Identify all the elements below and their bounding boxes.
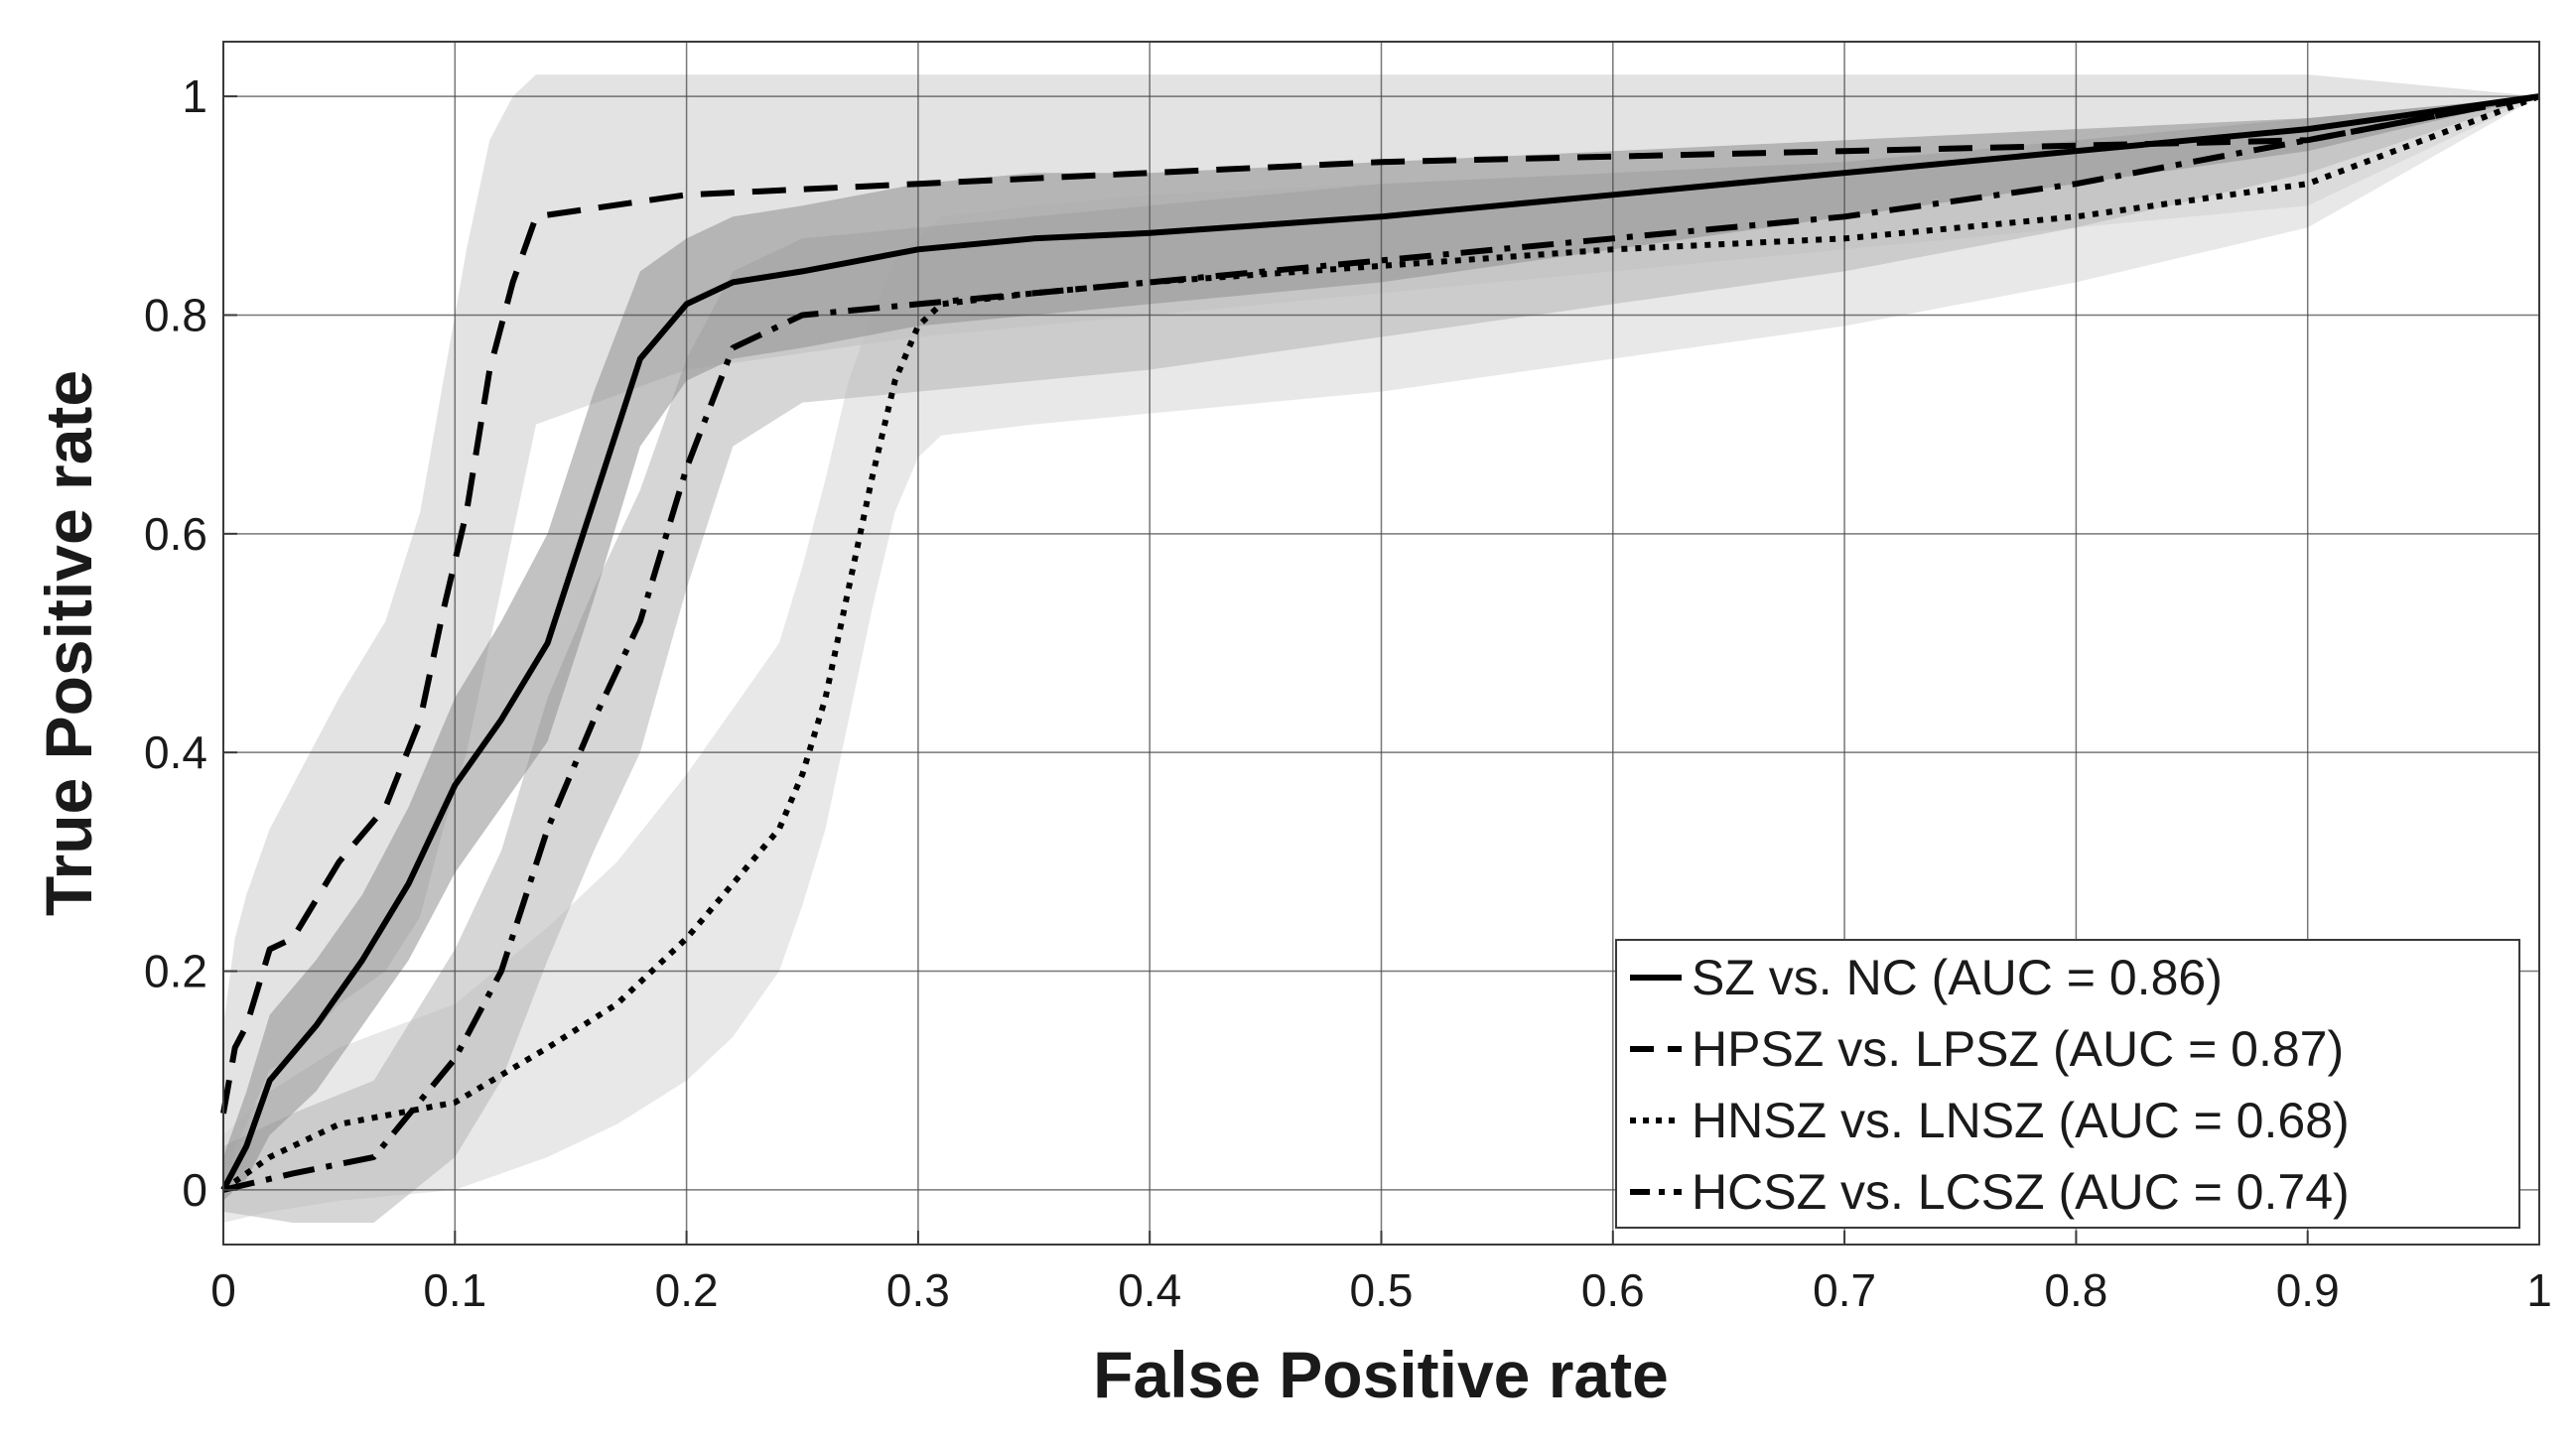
y-tick-label-4: 0.8 (144, 289, 207, 340)
legend-box (1615, 939, 2520, 1229)
x-tick-label-3: 0.3 (886, 1264, 950, 1316)
y-tick-label-2: 0.4 (144, 726, 207, 778)
legend-label-2: HPSZ vs. LPSZ (AUC = 0.87) (1692, 1021, 2344, 1077)
x-tick-label-8: 0.8 (2044, 1264, 2107, 1316)
x-axis-label: False Positive rate (1093, 1338, 1669, 1411)
y-tick-label-3: 0.6 (144, 508, 207, 560)
y-tick-label-1: 0.2 (144, 946, 207, 997)
y-tick-label-0: 0 (182, 1164, 207, 1216)
x-tick-label-2: 0.2 (655, 1264, 719, 1316)
y-axis-label: True Positive rate (32, 370, 105, 916)
roc-curves (220, 93, 2541, 1193)
legend-label-3: HNSZ vs. LNSZ (AUC = 0.68) (1692, 1093, 2350, 1148)
x-axis-ticks: 0 0.1 0.2 0.3 0.4 0.5 0.6 0.7 0.8 0.9 1 (210, 1231, 2552, 1316)
x-tick-label-1: 0.1 (423, 1264, 486, 1316)
legend-label-4: HCSZ vs. LCSZ (AUC = 0.74) (1692, 1164, 2350, 1220)
confidence-band-4 (223, 96, 2539, 1224)
y-tick-label-5: 1 (182, 70, 207, 122)
roc-curve-3 (221, 93, 2541, 1193)
x-tick-label-9: 0.9 (2276, 1264, 2340, 1316)
roc-curve-1 (220, 93, 2540, 1192)
x-tick-label-4: 0.4 (1118, 1264, 1181, 1316)
legend-label-1: SZ vs. NC (AUC = 0.86) (1692, 950, 2223, 1005)
y-axis-ticks: 0 0.2 0.4 0.6 0.8 1 (144, 70, 237, 1216)
x-tick-label-6: 0.6 (1581, 1264, 1645, 1316)
x-tick-label-7: 0.7 (1813, 1264, 1876, 1316)
legend: SZ vs. NC (AUC = 0.86) HPSZ vs. LPSZ (AUC… (1615, 939, 2520, 1229)
x-tick-label-5: 0.5 (1350, 1264, 1414, 1316)
x-tick-label-0: 0 (210, 1264, 236, 1316)
roc-curve-2 (220, 93, 2540, 1115)
x-tick-label-10: 1 (2526, 1264, 2552, 1316)
